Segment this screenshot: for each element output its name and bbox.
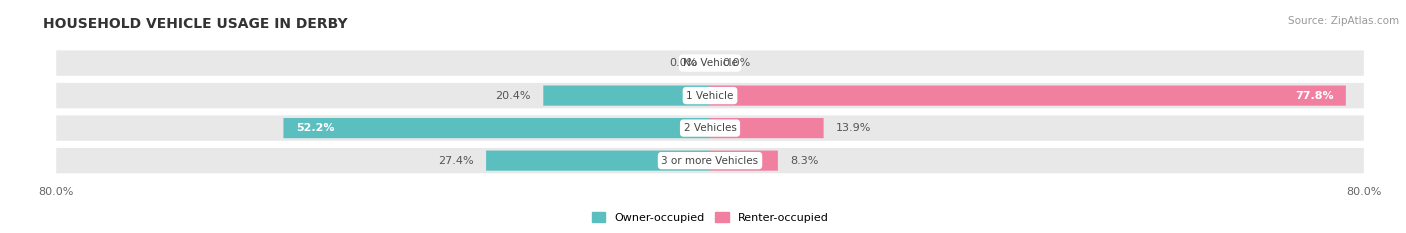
Text: 0.0%: 0.0% (669, 58, 697, 68)
FancyBboxPatch shape (710, 86, 1346, 106)
FancyBboxPatch shape (543, 86, 710, 106)
Text: 8.3%: 8.3% (790, 156, 818, 166)
Text: No Vehicle: No Vehicle (682, 58, 738, 68)
Text: 27.4%: 27.4% (439, 156, 474, 166)
FancyBboxPatch shape (284, 118, 710, 138)
FancyBboxPatch shape (486, 151, 710, 171)
FancyBboxPatch shape (56, 115, 1364, 141)
Text: 52.2%: 52.2% (295, 123, 335, 133)
FancyBboxPatch shape (710, 151, 778, 171)
Text: 1 Vehicle: 1 Vehicle (686, 91, 734, 101)
Text: HOUSEHOLD VEHICLE USAGE IN DERBY: HOUSEHOLD VEHICLE USAGE IN DERBY (44, 17, 347, 31)
Text: Source: ZipAtlas.com: Source: ZipAtlas.com (1288, 16, 1399, 26)
FancyBboxPatch shape (56, 83, 1364, 108)
FancyBboxPatch shape (710, 118, 824, 138)
Text: 13.9%: 13.9% (837, 123, 872, 133)
Text: 0.0%: 0.0% (723, 58, 751, 68)
FancyBboxPatch shape (56, 50, 1364, 76)
FancyBboxPatch shape (56, 148, 1364, 173)
Legend: Owner-occupied, Renter-occupied: Owner-occupied, Renter-occupied (592, 212, 828, 223)
Text: 20.4%: 20.4% (495, 91, 531, 101)
Text: 2 Vehicles: 2 Vehicles (683, 123, 737, 133)
Text: 3 or more Vehicles: 3 or more Vehicles (661, 156, 759, 166)
Text: 77.8%: 77.8% (1295, 91, 1333, 101)
